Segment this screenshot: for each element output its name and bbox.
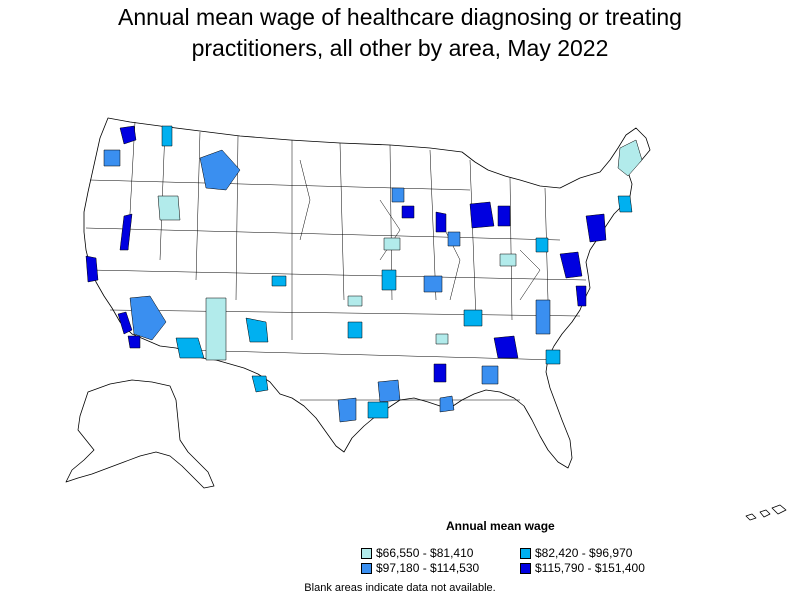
legend-label: $66,550 - $81,410: [376, 546, 474, 560]
hawaii-island-3: [771, 504, 787, 515]
area-arizona-south: [175, 337, 205, 359]
area-detroit: [497, 205, 511, 227]
area-mississippi: [433, 363, 447, 383]
area-dallas: [377, 379, 401, 403]
area-portland: [103, 149, 121, 167]
area-alabama-north: [435, 333, 449, 345]
hawaii-island-1: [745, 513, 757, 521]
area-milwaukee: [401, 205, 415, 219]
legend-label: $82,420 - $96,970: [535, 546, 633, 560]
area-san-diego: [127, 335, 141, 349]
map-title: Annual mean wage of healthcare diagnosin…: [0, 2, 800, 64]
legend-swatch: [520, 562, 531, 574]
area-west-nevada: [119, 213, 133, 251]
area-nebraska: [383, 237, 401, 251]
area-new-mexico-south: [245, 317, 269, 343]
legend-item-97180-114530: $97,180 - $114,530: [361, 561, 479, 575]
legend-swatch: [361, 562, 372, 574]
area-seattle: [119, 125, 137, 145]
legend-title: Annual mean wage: [446, 519, 555, 533]
area-maine: [617, 139, 643, 177]
area-georgia-south: [481, 365, 499, 385]
legend-swatch: [361, 547, 372, 559]
area-texas-west: [251, 375, 269, 393]
area-montana: [199, 149, 241, 191]
area-atlanta: [493, 335, 519, 359]
area-idaho: [157, 195, 181, 221]
area-minneapolis: [391, 187, 405, 203]
area-new-england: [617, 195, 633, 213]
area-michigan: [469, 201, 495, 229]
area-virginia-coast: [575, 285, 587, 307]
area-los-angeles: [117, 311, 133, 335]
legend-item-82420-96970: $82,420 - $96,970: [520, 546, 632, 560]
hawaii-island-2: [759, 509, 771, 518]
area-oklahoma: [347, 321, 363, 339]
legend-label: $97,180 - $114,530: [376, 561, 480, 575]
map-title-line-1: Annual mean wage of healthcare diagnosin…: [118, 4, 682, 30]
legend-item-66550-81410: $66,550 - $81,410: [361, 546, 473, 560]
area-kansas: [347, 295, 363, 307]
area-kansas-city: [423, 275, 443, 293]
area-south-carolina: [545, 349, 561, 365]
area-kentucky: [499, 253, 517, 267]
area-missouri: [381, 269, 397, 291]
area-indiana: [447, 231, 461, 247]
area-baltimore-dc: [559, 251, 583, 279]
area-louisiana: [439, 395, 455, 413]
area-chicago: [435, 211, 447, 233]
legend-item-115790-151400: $115,790 - $151,400: [520, 561, 645, 575]
area-northeast-corridor: [585, 213, 607, 243]
area-texas-central: [337, 397, 357, 423]
area-sf-bay: [85, 255, 99, 283]
area-new-mexico: [205, 297, 227, 361]
legend-swatch: [520, 547, 531, 559]
area-arkansas: [463, 309, 483, 327]
area-washington-east: [161, 125, 173, 147]
area-phoenix: [129, 295, 167, 341]
alaska-outline: [65, 379, 215, 489]
area-tennessee: [535, 299, 551, 335]
legend-label: $115,790 - $151,400: [535, 561, 645, 575]
area-ohio: [535, 237, 549, 253]
map-title-line-2: practitioners, all other by area, May 20…: [191, 35, 609, 61]
area-colorado-east: [271, 275, 287, 287]
data-availability-note: Blank areas indicate data not available.: [304, 582, 496, 594]
area-houston: [367, 401, 389, 419]
